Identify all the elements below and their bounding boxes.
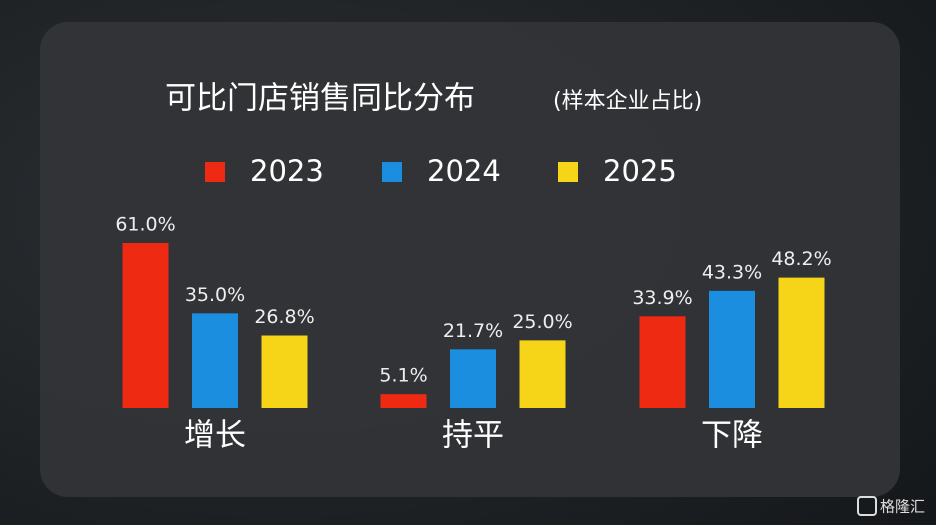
category-label: 增长 <box>184 418 246 454</box>
legend-swatch <box>205 162 225 182</box>
value-label: 33.9% <box>632 287 692 309</box>
value-label: 21.7% <box>443 320 503 342</box>
value-label: 26.8% <box>254 306 314 328</box>
legend-label: 2023 <box>250 154 324 188</box>
bar <box>639 316 686 408</box>
bar <box>192 313 238 408</box>
chart-title: 可比门店销售同比分布 <box>165 81 475 117</box>
value-label: 48.2% <box>771 248 831 270</box>
watermark: 格隆汇 <box>880 498 925 516</box>
chart-subtitle: (样本企业占比) <box>553 89 702 114</box>
bar <box>261 335 308 408</box>
bar <box>709 290 755 408</box>
legend-label: 2024 <box>427 154 501 188</box>
value-label: 61.0% <box>115 214 175 236</box>
bar <box>380 394 427 408</box>
category-label: 下降 <box>701 418 763 454</box>
bar <box>122 243 169 408</box>
value-label: 25.0% <box>512 311 572 333</box>
legend-swatch <box>382 162 402 182</box>
category-label: 持平 <box>442 418 504 454</box>
value-label: 43.3% <box>702 261 762 283</box>
watermark-group: 格隆汇 <box>857 496 925 516</box>
legend-swatch <box>558 162 578 182</box>
value-label: 5.1% <box>379 365 427 387</box>
bar <box>519 340 566 408</box>
bar <box>450 349 496 408</box>
legend-label: 2025 <box>603 154 677 188</box>
watermark-logo <box>857 496 877 516</box>
value-label: 35.0% <box>185 284 245 306</box>
bar <box>778 277 825 408</box>
